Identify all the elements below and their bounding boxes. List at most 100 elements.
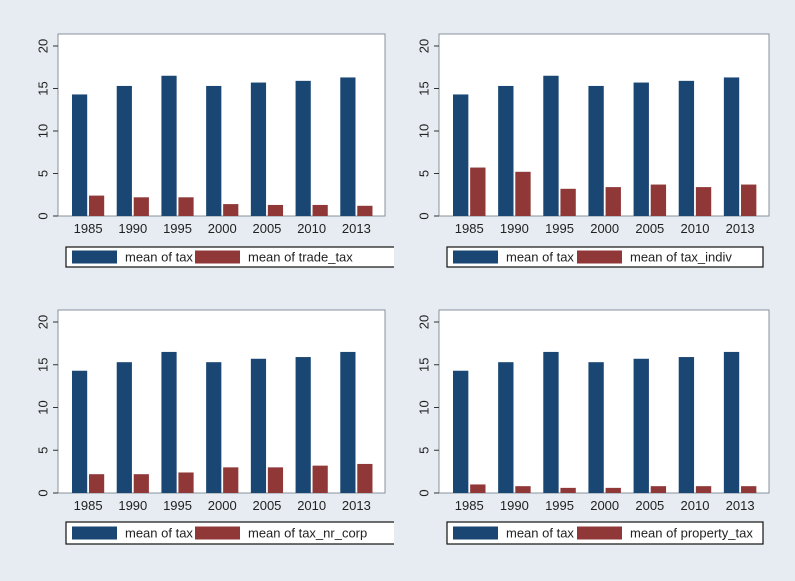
y-tick-label: 15 xyxy=(35,81,50,95)
y-tick-label: 0 xyxy=(416,489,431,496)
bar-comparison xyxy=(470,484,486,493)
bar-comparison xyxy=(178,197,194,216)
bar-comparison xyxy=(560,487,576,493)
chart-panel-1: 0 5 10 15 20 1985 1990 1995 2000 2005 2010 2013 mean… xyxy=(10,8,403,272)
legend-label: mean of tax xyxy=(506,250,574,265)
y-tick-label: 10 xyxy=(35,400,50,414)
legend: mean of tax mean of trade_tax xyxy=(65,246,403,268)
legend-label: mean of tax_nr_corp xyxy=(248,526,367,541)
bar-comparison xyxy=(741,486,757,493)
bar-comparison xyxy=(560,188,576,216)
bar-comparison xyxy=(357,463,373,493)
x-tick-label: 1985 xyxy=(455,498,484,513)
x-tick-label: 2000 xyxy=(590,498,619,513)
x-tick-label: 1985 xyxy=(74,498,103,513)
bar-tax xyxy=(543,75,559,216)
bar-tax xyxy=(633,358,649,493)
y-tick-label: 10 xyxy=(416,124,431,138)
legend-swatch xyxy=(577,250,622,264)
x-tick-label: 2010 xyxy=(681,498,710,513)
legend-swatch xyxy=(72,526,117,540)
x-tick-label: 1995 xyxy=(163,498,192,513)
bar-comparison xyxy=(605,487,621,493)
bar-comparison xyxy=(267,467,284,493)
y-tick-label: 20 xyxy=(416,39,431,53)
legend-label: mean of property_tax xyxy=(630,526,753,541)
y-tick-label: 20 xyxy=(35,39,50,53)
legend-swatch xyxy=(453,250,498,264)
x-tick-label: 2000 xyxy=(590,221,619,236)
bar-tax xyxy=(206,85,222,216)
x-tick-label: 2010 xyxy=(297,221,326,236)
bar-tax xyxy=(543,351,559,493)
y-tick-label: 5 xyxy=(35,170,50,177)
x-tick-label: 1990 xyxy=(500,221,529,236)
bar-tax xyxy=(498,362,514,493)
legend-entries: mean of tax mean of tax_indiv xyxy=(453,250,732,265)
bar-tax xyxy=(116,362,132,493)
bar-comparison xyxy=(605,187,621,216)
bar-tax xyxy=(453,370,469,493)
legend-entries: mean of tax mean of property_tax xyxy=(453,526,753,541)
plot-area xyxy=(438,33,770,217)
bar-tax xyxy=(588,362,604,493)
y-tick-label: 5 xyxy=(35,447,50,454)
y-tick-label: 20 xyxy=(416,315,431,329)
bar-comparison xyxy=(650,486,667,493)
bar-tax xyxy=(453,94,469,216)
bar-tax xyxy=(161,75,177,216)
x-tick-label: 2010 xyxy=(681,221,710,236)
y-tick-label: 5 xyxy=(416,170,431,177)
x-tick-label: 2005 xyxy=(252,498,281,513)
bar-comparison xyxy=(133,474,149,493)
x-tick-label: 1990 xyxy=(118,498,147,513)
x-tick-label: 1990 xyxy=(118,221,147,236)
y-tick-label: 15 xyxy=(416,81,431,95)
legend-label: mean of tax xyxy=(506,526,574,541)
x-tick-label: 1995 xyxy=(163,221,192,236)
bar-comparison xyxy=(695,486,712,493)
bar-comparison xyxy=(267,204,284,216)
x-tick-label: 1985 xyxy=(455,221,484,236)
bar-tax xyxy=(72,94,88,216)
bar-tax xyxy=(206,362,222,493)
y-tick-label: 0 xyxy=(416,212,431,219)
x-tick-label: 2013 xyxy=(726,221,755,236)
bar-comparison xyxy=(650,184,667,216)
bar-tax xyxy=(678,80,695,216)
x-tick-label: 2000 xyxy=(208,498,237,513)
bar-comparison xyxy=(515,486,531,493)
legend-label: mean of tax xyxy=(125,250,193,265)
x-tick-label: 1995 xyxy=(545,498,574,513)
bar-comparison xyxy=(357,205,373,216)
bar-comparison xyxy=(741,184,757,216)
bar-comparison xyxy=(515,171,531,216)
bar-comparison xyxy=(223,204,239,216)
legend-swatch xyxy=(72,250,117,264)
legend-entries: mean of tax mean of tax_nr_corp xyxy=(72,526,367,541)
x-tick-label: 2000 xyxy=(208,221,237,236)
legend-label: mean of tax xyxy=(125,526,193,541)
legend-swatch xyxy=(577,526,622,540)
legend-swatch xyxy=(453,526,498,540)
legend-entries: mean of tax mean of trade_tax xyxy=(72,250,353,265)
x-tick-label: 2013 xyxy=(726,498,755,513)
x-tick-label: 2005 xyxy=(252,221,281,236)
legend-swatch xyxy=(195,526,240,540)
legend: mean of tax mean of tax_indiv xyxy=(446,246,764,268)
bar-tax xyxy=(340,351,356,493)
legend: mean of tax mean of property_tax xyxy=(446,521,764,545)
bar-tax xyxy=(340,77,356,216)
bar-comparison xyxy=(223,467,239,493)
bar-tax xyxy=(72,370,88,493)
y-tick-label: 0 xyxy=(35,212,50,219)
bar-tax xyxy=(678,357,695,493)
plot-area xyxy=(57,309,386,494)
chart-panel-4: 0 5 10 15 20 1985 1990 1995 2000 2005 2010 2013 mean… xyxy=(394,290,780,552)
y-tick-label: 10 xyxy=(35,124,50,138)
x-tick-label: 2010 xyxy=(297,498,326,513)
bar-tax xyxy=(161,351,177,493)
bar-comparison xyxy=(312,204,328,216)
bar-comparison xyxy=(178,472,194,493)
